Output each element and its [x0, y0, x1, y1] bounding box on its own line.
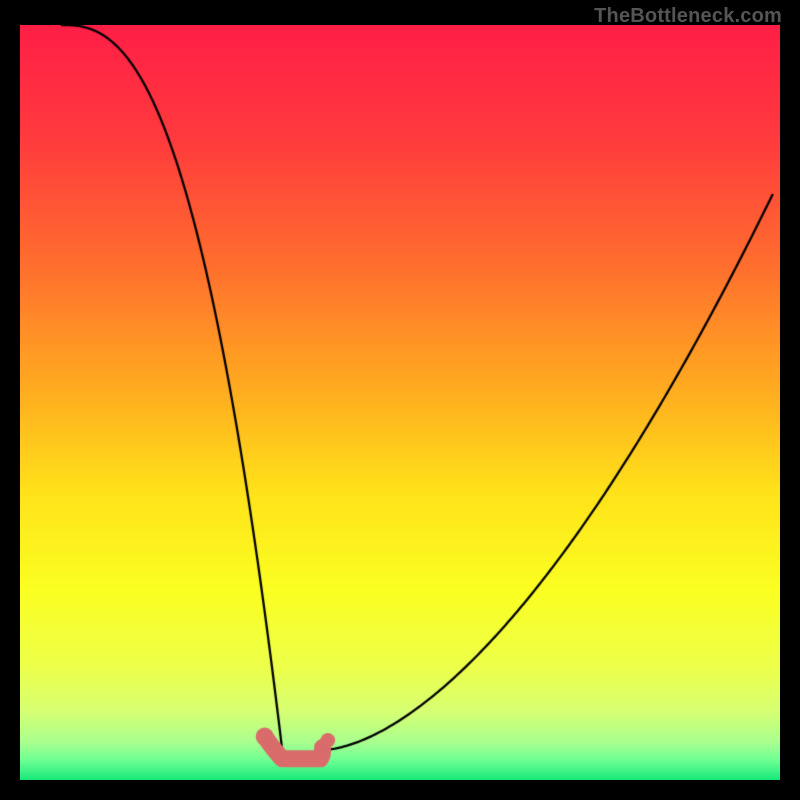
curve-layer — [20, 25, 780, 780]
watermark-text: TheBottleneck.com — [594, 5, 782, 28]
